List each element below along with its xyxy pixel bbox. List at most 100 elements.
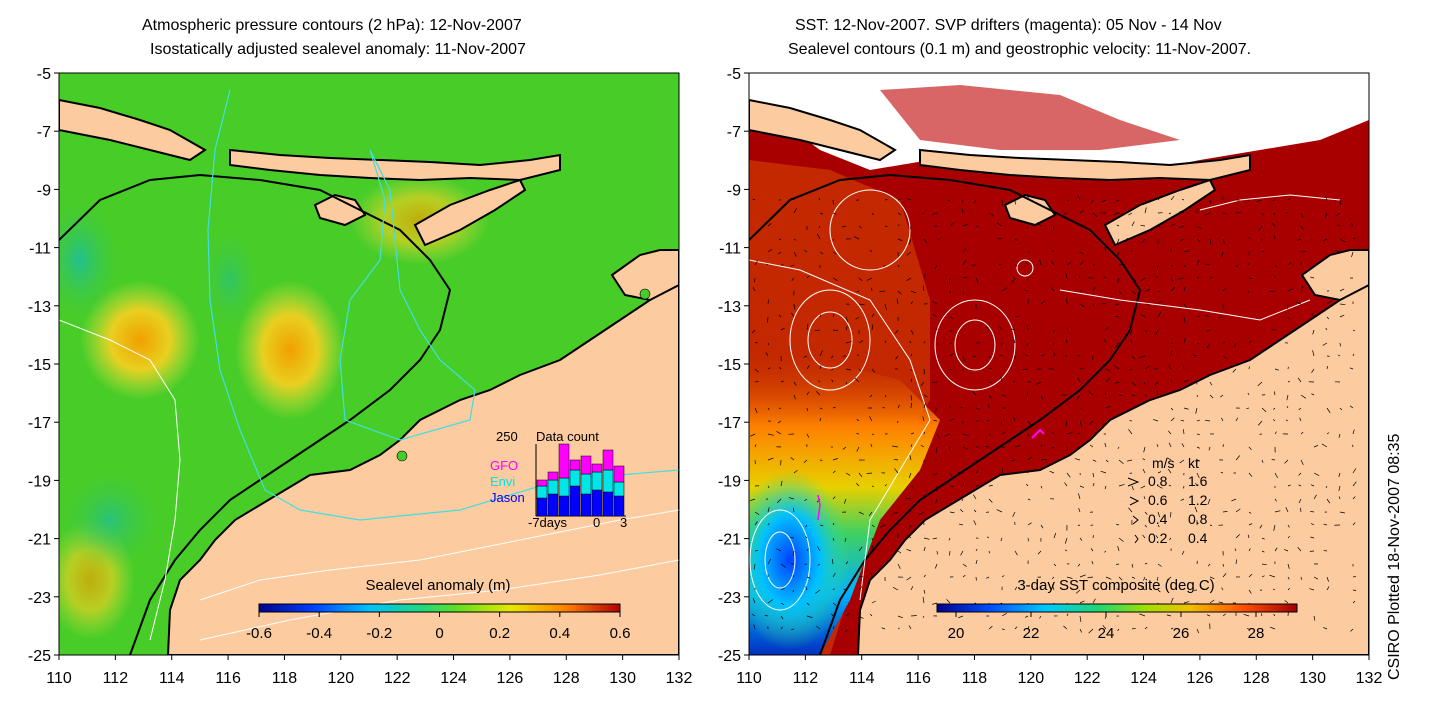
data-count-inset: 250 Data count GFO Envi Jason -7days 0 3 [490,429,627,530]
inset-bar [569,459,581,471]
plot-credit: CSIRO Plotted 18-Nov-2007 08:35 [1386,433,1403,680]
inset-bar [569,485,581,517]
velocity-legend-ms-header: m/s [1152,455,1175,471]
left-x-tick-label: 130 [609,670,636,687]
velocity-legend-ms: 0.4 [1148,511,1168,527]
inset-bar [580,455,592,475]
inset-bar [558,495,570,517]
left-y-tick-label: -21 [28,532,51,549]
right-x-tick-label: 112 [793,670,819,687]
velocity-legend-arrow [1134,534,1139,544]
right-x-tick-label: 132 [1356,670,1383,687]
velocity-legend: m/s kt 0.8 1.6 0.6 1.2 0.4 0.8 0.2 0.4 [1127,455,1208,546]
right-colorbar-tick: 22 [1023,625,1040,642]
right-y-tick-label: -23 [718,590,741,607]
left-x-axis: 110 112 114 116 118 120 122 124 126 128 130 132 [46,655,692,687]
inset-bar [547,479,559,495]
left-x-tick-label: 124 [440,670,467,687]
right-y-tick-label: -17 [718,415,741,432]
velocity-legend-arrow [1127,477,1140,487]
inset-bar [547,471,559,481]
inset-bar [536,485,548,499]
right-y-axis: -5 -7 -9 -11 -13 -15 -17 -19 -21 -23 -25 [718,66,749,665]
inset-bar [569,469,581,487]
left-y-tick-label: -9 [37,182,51,199]
right-colorbar-ticks: 20 22 24 26 28 [948,612,1265,642]
left-colorbar-ticks: -0.6 -0.4 -0.2 0 0.2 0.4 0.6 [246,612,630,642]
inset-bar [602,449,614,471]
inset-bar [558,443,570,479]
right-y-tick-label: -11 [719,241,741,258]
inset-bar [580,493,592,517]
left-colorbar-title: Sealevel anomaly (m) [365,577,510,594]
right-colorbar-title: 3-day SST composite (deg C) [1017,577,1214,594]
velocity-legend-kt: 1.6 [1188,473,1208,489]
left-colorbar-tick: -0.6 [246,625,272,642]
right-colorbar-tick: 24 [1098,625,1115,642]
inset-bar [536,479,548,487]
inset-bar [591,471,603,491]
left-colorbar-tick: -0.4 [306,625,332,642]
inset-bar [602,469,614,493]
left-colorbar-tick: 0 [435,625,443,642]
right-colorbar-tick: 28 [1248,625,1265,642]
inset-bars [536,443,625,517]
left-y-tick-label: -25 [28,648,51,665]
velocity-legend-ms: 0.6 [1148,492,1168,508]
right-x-tick-label: 114 [849,670,875,687]
left-panel-title-line1: Atmospheric pressure contours (2 hPa): 1… [142,17,522,34]
right-y-tick-label: -19 [718,473,741,490]
right-x-tick-label: 120 [1017,670,1044,687]
legend-jason: Jason [490,490,525,505]
inset-title: Data count [536,429,599,444]
left-x-tick-label: 120 [327,670,354,687]
left-y-tick-label: -17 [28,415,51,432]
inset-bar [591,489,603,517]
left-colorbar-tick: 0.2 [489,625,510,642]
legend-envi: Envi [490,474,515,489]
velocity-legend-ms: 0.8 [1148,473,1168,489]
inset-bar [613,481,625,497]
velocity-legend-kt: 1.2 [1188,492,1208,508]
left-y-tick-label: -15 [28,357,51,374]
left-x-tick-label: 114 [159,670,185,687]
right-x-tick-label: 130 [1299,670,1326,687]
right-panel-title-line1: SST: 12-Nov-2007. SVP drifters (magenta)… [795,17,1222,34]
left-colorbar-tick: 0.4 [549,625,570,642]
left-x-tick-label: 122 [384,670,411,687]
right-x-tick-label: 110 [736,670,762,687]
right-y-tick-label: -7 [727,124,741,141]
velocity-legend-arrow [1129,496,1140,506]
inset-bar [613,495,625,517]
right-x-tick-label: 122 [1074,670,1101,687]
right-y-tick-label: -21 [718,532,741,549]
inset-bar [536,497,548,517]
right-x-tick-label: 128 [1243,670,1270,687]
left-y-tick-label: -13 [28,299,51,316]
right-colorbar-tick: 20 [948,625,965,642]
left-colorbar-tick: -0.2 [366,625,392,642]
left-y-tick-label: -23 [28,590,51,607]
inset-bar [591,463,603,473]
inset-bar [580,473,592,495]
right-y-tick-label: -25 [718,648,741,665]
inset-bar [602,491,614,517]
right-y-tick-label: -9 [727,182,741,199]
right-x-tick-label: 118 [962,670,988,687]
sst-colorbar: 3-day SST composite (deg C) [936,577,1298,613]
right-colorbar-tick: 26 [1173,625,1190,642]
velocity-legend-kt-header: kt [1188,455,1199,471]
left-x-tick-label: 110 [46,670,72,687]
sst-map [749,73,1369,655]
velocity-legend-kt: 0.8 [1188,511,1208,527]
right-y-tick-label: -5 [727,66,741,83]
left-x-tick-label: 118 [272,670,298,687]
left-y-tick-label: -19 [28,473,51,490]
right-panel-title-line2: Sealevel contours (0.1 m) and geostrophi… [788,41,1252,58]
left-y-tick-label: -5 [37,66,51,83]
inset-bar [547,493,559,517]
right-y-tick-label: -13 [718,299,741,316]
inset-xlabel-start: -7days [528,515,568,530]
right-x-tick-label: 126 [1187,670,1214,687]
velocity-legend-kt: 0.4 [1188,530,1208,546]
